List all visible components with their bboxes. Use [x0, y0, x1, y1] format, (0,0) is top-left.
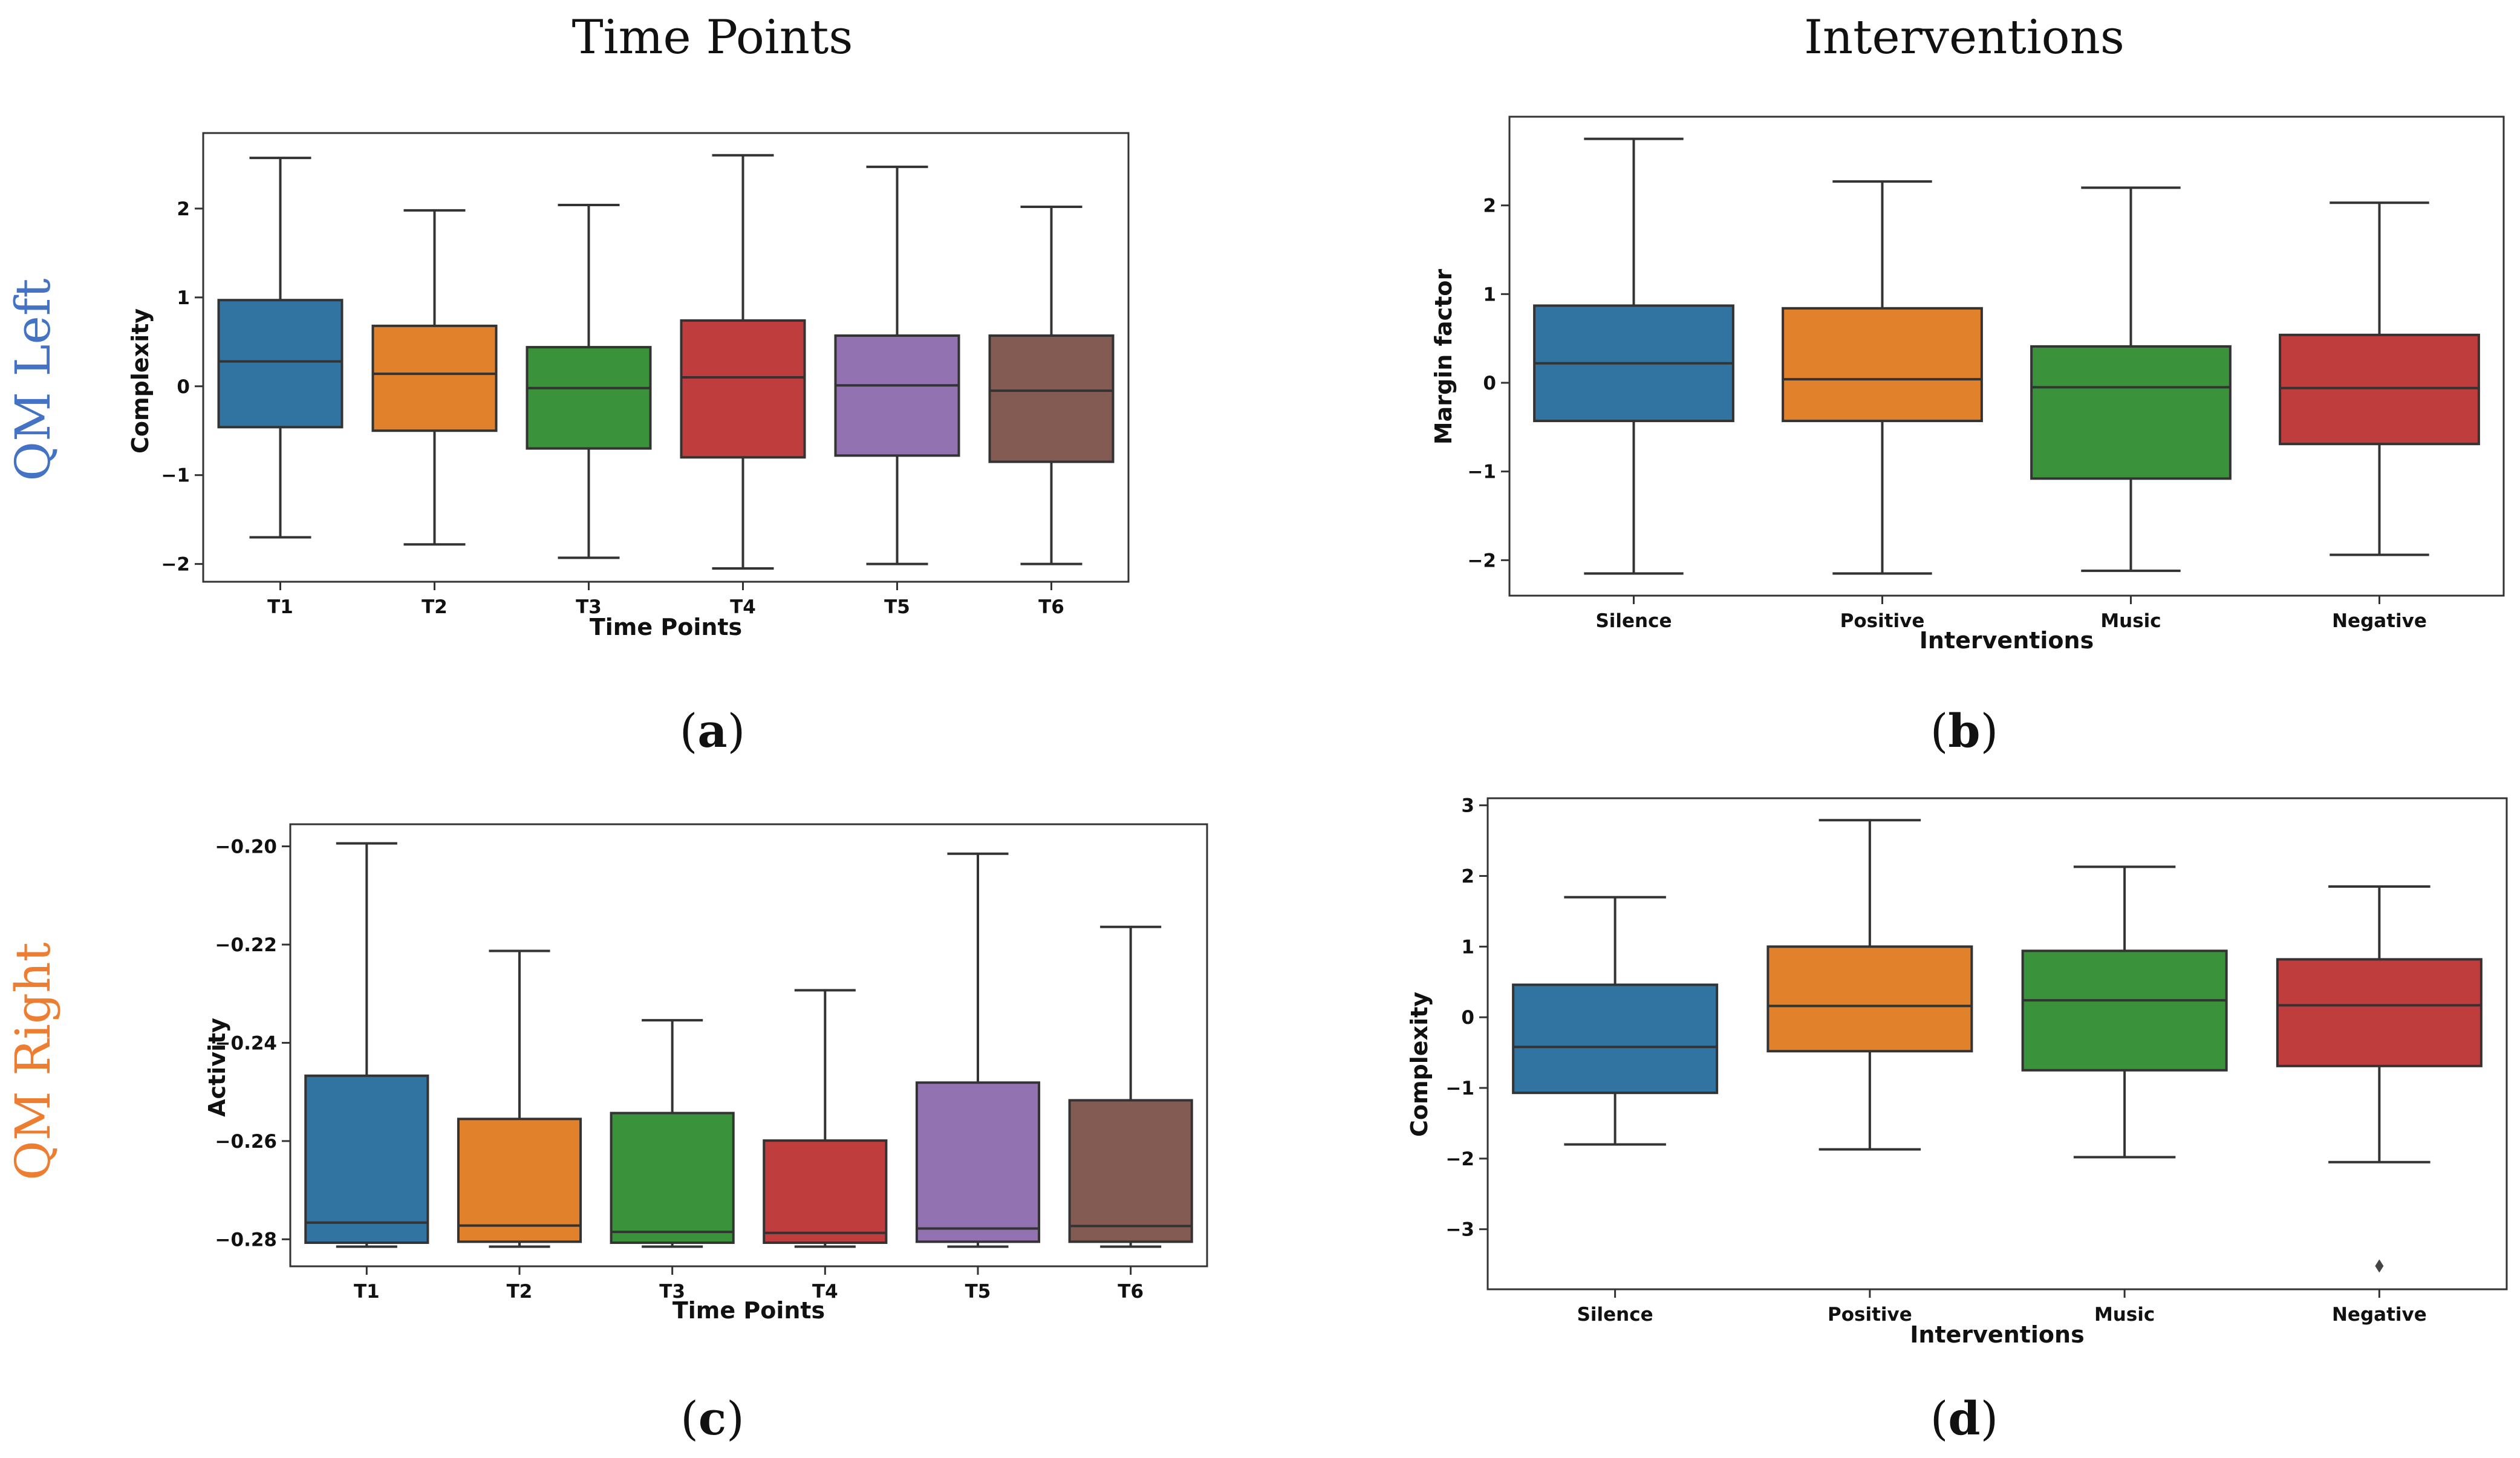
y-tick-label: 3	[1461, 795, 1474, 817]
x-tick-label: T6	[1118, 1281, 1144, 1303]
x-tick-label: T5	[965, 1281, 991, 1303]
chart-panel-d: −3 −2 −1 0 1 2 3 Silence Positive Music Negative In…	[1406, 795, 2508, 1348]
y-tick-label: −1	[161, 465, 190, 487]
x-tick-label: T5	[884, 596, 910, 618]
plot-frame	[289, 823, 1208, 1268]
box-positive	[1782, 307, 1983, 423]
y-tick-label: 0	[1461, 1007, 1474, 1029]
box-t4	[680, 319, 806, 459]
box-t6	[1068, 1099, 1193, 1243]
y-tick-label: 2	[177, 198, 190, 220]
box-t3	[610, 1111, 735, 1245]
plot-frame	[202, 132, 1130, 583]
x-axis-label: Time Points	[672, 1297, 825, 1324]
panel-label-d: (d)	[1930, 1391, 1998, 1445]
box-music	[2021, 949, 2228, 1072]
panel-label-a: (a)	[680, 704, 746, 758]
y-tick-label: 1	[1461, 936, 1474, 958]
y-axis-label: Activity	[204, 1018, 230, 1117]
y-axis-label: Complexity	[1406, 992, 1433, 1137]
box-negative	[2276, 958, 2483, 1067]
x-axis-label: Time Points	[590, 614, 742, 640]
panel-label-b: (b)	[1930, 704, 1998, 758]
x-tick-label: Negative	[2332, 610, 2427, 632]
outlier-point	[2375, 1259, 2384, 1273]
box-t2	[457, 1118, 582, 1243]
y-tick-label: −1	[1467, 461, 1496, 483]
row-label-qm-left: QM Left	[5, 278, 61, 481]
x-tick-label: T4	[730, 596, 756, 618]
y-axis-label: Margin factor	[1430, 269, 1457, 445]
y-tick-label: −2	[161, 554, 190, 576]
y-tick-label: −2	[1467, 550, 1496, 571]
box-positive	[1766, 945, 1973, 1053]
plot-frame	[1508, 116, 2505, 597]
y-tick-label: −0.28	[215, 1229, 277, 1251]
column-title-interventions: Interventions	[1804, 10, 2124, 65]
x-tick-label: Positive	[1840, 610, 1925, 632]
chart-panel-a: −2 −1 0 1 2 T1 T2 T3 T4 T5 T6 Time Points Complexity	[127, 132, 1130, 640]
x-tick-label: T1	[354, 1281, 380, 1303]
box-silence	[1512, 983, 1719, 1095]
box-t1	[304, 1074, 429, 1245]
x-tick-label: T4	[812, 1281, 838, 1303]
x-tick-label: T6	[1038, 596, 1064, 618]
column-title-time-points: Time Points	[572, 10, 853, 65]
y-tick-label: 1	[177, 287, 190, 309]
y-tick-label: 2	[1483, 195, 1496, 217]
box-t2	[371, 324, 498, 432]
panel-label-c: (c)	[680, 1391, 744, 1445]
box-t4	[763, 1139, 888, 1245]
y-tick-label: −3	[1445, 1219, 1474, 1241]
x-tick-label: Music	[2100, 610, 2161, 632]
plot-frame	[1486, 797, 2508, 1290]
y-tick-label: −0.20	[215, 836, 277, 858]
chart-panel-b: −2 −1 0 1 2 Silence Positive Music Negative Inter…	[1430, 116, 2505, 654]
row-label-qm-right: QM Right	[5, 942, 61, 1180]
y-tick-label: −1	[1445, 1078, 1474, 1099]
box-t6	[988, 334, 1115, 463]
box-t5	[915, 1081, 1041, 1243]
x-axis-label: Interventions	[1919, 627, 2094, 654]
x-tick-label: Music	[2094, 1304, 2155, 1326]
x-tick-label: Positive	[1828, 1304, 1912, 1326]
x-tick-label: T2	[507, 1281, 533, 1303]
y-tick-label: 0	[1483, 373, 1496, 394]
box-t5	[834, 334, 960, 457]
box-negative	[2279, 333, 2480, 446]
x-tick-label: Negative	[2332, 1304, 2427, 1326]
box-t3	[526, 346, 652, 450]
y-tick-label: −2	[1445, 1148, 1474, 1170]
x-tick-label: T2	[422, 596, 448, 618]
y-tick-label: 1	[1483, 284, 1496, 305]
y-tick-label: −0.22	[215, 934, 277, 956]
x-tick-label: Silence	[1577, 1304, 1653, 1326]
y-tick-label: 2	[1461, 866, 1474, 888]
x-tick-label: T3	[576, 596, 602, 618]
x-tick-label: T3	[659, 1281, 685, 1303]
box-music	[2030, 345, 2232, 480]
y-tick-label: 0	[177, 376, 190, 398]
x-tick-label: Silence	[1595, 610, 1672, 632]
y-axis-label: Complexity	[127, 308, 154, 454]
y-tick-label: −0.24	[215, 1032, 277, 1054]
x-axis-label: Interventions	[1910, 1321, 2084, 1348]
chart-panel-c: −0.28 −0.26 −0.24 −0.22 −0.20 T1 T2 T3 T4 T5 T6 Tim…	[204, 823, 1208, 1324]
y-tick-label: −0.26	[215, 1131, 277, 1153]
x-tick-label: T1	[267, 596, 293, 618]
box-t1	[217, 299, 343, 429]
